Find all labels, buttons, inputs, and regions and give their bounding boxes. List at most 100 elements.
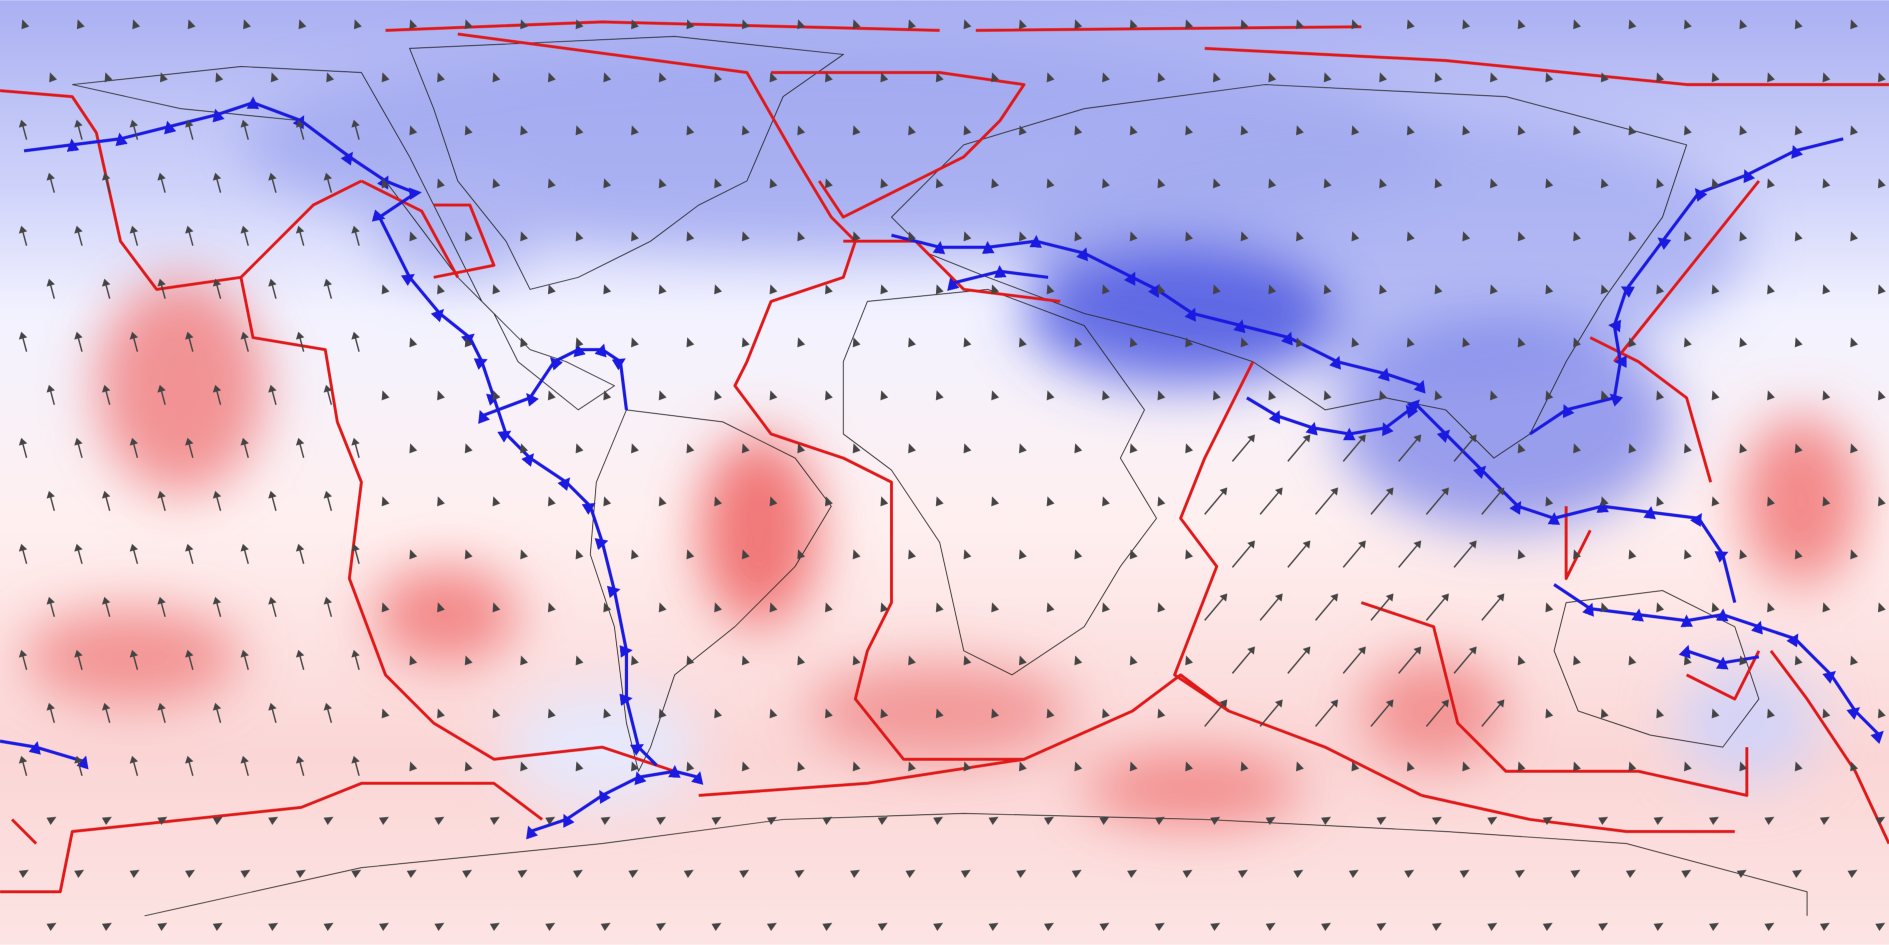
velocity-arrow [1268,284,1277,295]
velocity-arrow [933,922,944,931]
velocity-arrow [18,649,28,670]
velocity-arrow [1683,125,1692,136]
velocity-arrow [1767,496,1775,507]
velocity-arrow [1545,284,1554,295]
velocity-arrow [1683,19,1692,30]
velocity-arrow [1046,72,1055,83]
velocity-arrow [1462,761,1471,772]
velocity-arrow [1018,443,1027,454]
velocity-arrow [1653,922,1664,931]
velocity-arrow [74,437,83,458]
velocity-arrow [575,125,584,136]
velocity-arrow [240,225,249,246]
velocity-arrow [825,708,833,719]
velocity-arrow [1210,816,1221,825]
velocity-arrow [714,178,722,189]
velocity-arrow [825,284,833,295]
velocity-arrow [631,19,639,30]
velocity-arrow [1370,487,1394,515]
velocity-arrow [880,496,889,507]
velocity-arrows [18,19,1886,931]
velocity-arrow [1573,655,1581,666]
velocity-arrow [437,708,445,719]
velocity-arrow [1683,761,1692,772]
velocity-arrow [963,761,972,772]
velocity-arrow [49,72,57,83]
velocity-arrow [212,278,222,299]
velocity-arrow [351,437,360,458]
velocity-arrow [185,869,195,878]
velocity-arrow [104,72,113,83]
velocity-arrow [1794,549,1803,560]
velocity-arrow [351,331,360,352]
velocity-arrow [880,284,889,295]
velocity-arrow [1018,125,1027,136]
velocity-arrow [603,284,612,295]
velocity-arrow [1822,496,1831,507]
velocity-arrow [46,384,55,405]
velocity-arrow [1102,602,1110,613]
velocity-arrow [1656,178,1665,189]
velocity-arrow [1517,125,1526,136]
velocity-arrow [157,816,168,825]
velocity-arrow [351,225,360,246]
velocity-arrow [434,816,445,825]
velocity-arrow [963,549,972,560]
velocity-arrow [240,755,249,776]
velocity-arrow [323,278,333,299]
velocity-arrow [1379,390,1387,401]
velocity-arrow [1767,284,1775,295]
velocity-arrow [129,119,139,140]
velocity-arrow [545,816,556,825]
velocity-arrow [963,655,972,666]
velocity-arrow [1628,655,1637,666]
velocity-arrow [1154,816,1165,825]
velocity-arrow [1204,699,1228,727]
velocity-arrow [1102,496,1110,507]
velocity-arrow [1490,390,1498,401]
velocity-arrow [1406,19,1415,30]
velocity-arrow [852,443,861,454]
velocity-arrow [825,390,833,401]
velocity-arrow [769,390,778,401]
velocity-arrow [323,490,333,511]
velocity-arrow [1709,816,1719,825]
velocity-arrow [129,755,139,776]
velocity-arrow [603,602,612,613]
velocity-arrow [741,231,750,242]
velocity-arrow [741,125,750,136]
velocity-arrow [268,278,277,299]
velocity-arrow [268,922,279,931]
velocity-arrow [381,284,390,295]
velocity-arrow [1404,869,1415,878]
velocity-arrow [658,284,667,295]
velocity-arrow [1600,496,1609,507]
velocity-arrow [129,649,139,670]
velocity-arrow [908,337,916,348]
velocity-arrow [129,543,139,564]
velocity-arrow [437,496,445,507]
velocity-arrow [880,390,889,401]
velocity-arrow [323,922,334,931]
velocity-arrow [1102,708,1110,719]
velocity-arrow [1656,602,1665,613]
velocity-arrow [1370,699,1394,727]
velocity-arrow [852,655,861,666]
velocity-arrow [714,602,722,613]
velocity-arrow [1376,922,1387,931]
velocity-arrow [268,490,277,511]
velocity-arrow [631,761,639,772]
velocity-arrow [240,331,249,352]
velocity-arrow [935,602,944,613]
velocity-arrow [1542,816,1553,825]
velocity-arrow [1296,337,1304,348]
velocity-arrow [1157,178,1166,189]
velocity-arrow [1822,284,1831,295]
velocity-arrow [1453,540,1477,568]
velocity-arrow [409,231,418,242]
velocity-arrow [766,922,777,931]
velocity-arrow [18,543,28,564]
velocity-arrow [1573,337,1581,348]
velocity-arrow [185,649,194,670]
